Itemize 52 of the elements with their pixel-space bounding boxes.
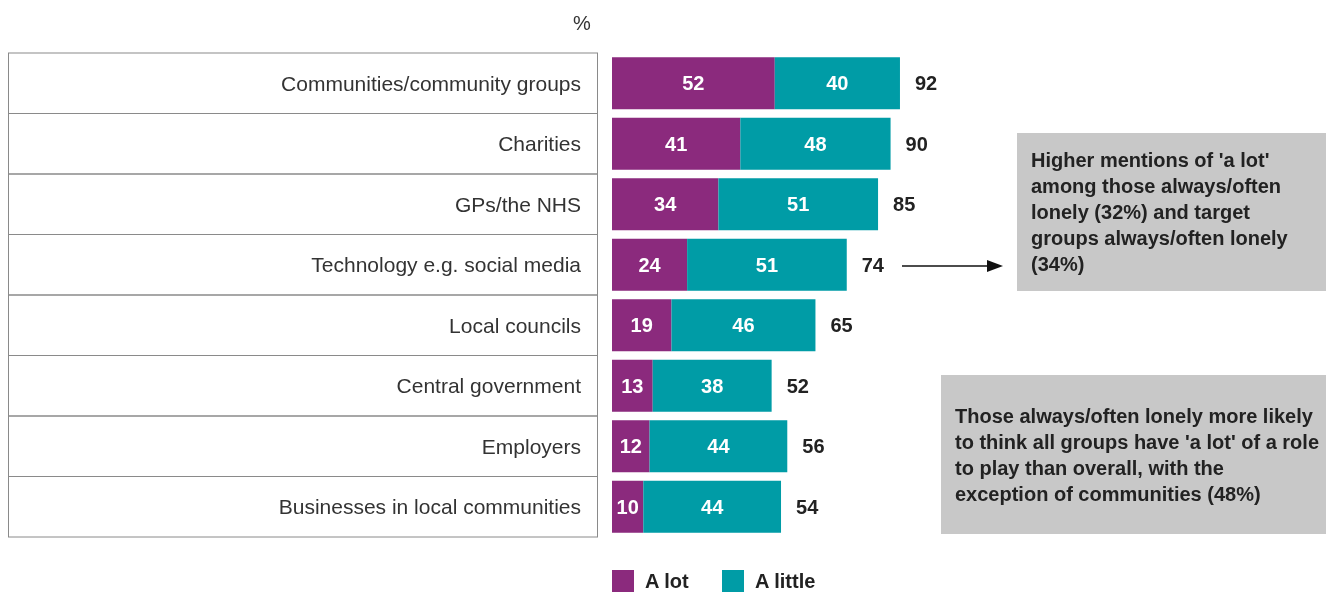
data-label: 24 <box>638 253 662 276</box>
legend-label: A little <box>755 570 816 592</box>
data-label: 51 <box>755 253 779 276</box>
bar <box>612 420 650 473</box>
data-label: 41 <box>665 132 688 155</box>
y-tick-label: Local councils <box>449 313 581 337</box>
bar <box>652 359 772 412</box>
y-tick-label: Businesses in local communities <box>278 495 581 519</box>
data-label: 13 <box>621 374 644 397</box>
y-tick-label: Technology e.g. social media <box>311 253 582 277</box>
bar <box>612 299 672 352</box>
data-label: 38 <box>701 374 724 397</box>
bar <box>649 420 788 473</box>
bar <box>643 480 782 533</box>
total-label: 65 <box>830 314 853 337</box>
y-tick-label: Employers <box>481 434 581 458</box>
y-tick-label: Communities/community groups <box>281 71 581 95</box>
data-label: 44 <box>707 435 731 458</box>
bar <box>612 178 719 231</box>
text: Those always/often lonely more likely to think all groups have 'a lot' of a role to play than overall, with the exception of communities (48%) <box>955 404 1320 505</box>
data-label: 52 <box>682 72 705 95</box>
total-label: 90 <box>905 132 928 155</box>
data-label: 40 <box>826 72 849 95</box>
data-label: 48 <box>804 132 827 155</box>
data-label: 44 <box>701 495 725 518</box>
text: Higher mentions of 'a lot' among those always/often lonely (32%) and target groups always/often lonely (34%) <box>1031 149 1289 275</box>
bar <box>671 299 816 352</box>
bar <box>612 359 653 412</box>
total-label: 74 <box>861 253 885 276</box>
x-axis-title: % <box>573 12 592 34</box>
legend-label: A lot <box>645 570 690 592</box>
total-label: 56 <box>802 435 825 458</box>
y-tick-label: Charities <box>498 132 581 156</box>
data-label: 19 <box>630 314 653 337</box>
data-label: 34 <box>654 193 678 216</box>
y-tick-label: Central government <box>396 374 582 398</box>
bar <box>612 238 688 291</box>
bar <box>718 178 879 231</box>
bar <box>612 57 775 110</box>
bar <box>612 117 741 170</box>
total-label: 92 <box>914 72 938 95</box>
bar <box>774 57 900 110</box>
data-label: 46 <box>732 314 755 337</box>
total-label: 52 <box>786 374 809 397</box>
y-tick-label: GPs/the NHS <box>454 192 581 216</box>
bar <box>740 117 891 170</box>
data-label: 51 <box>787 193 810 216</box>
data-label: 12 <box>619 435 642 458</box>
total-label: 85 <box>893 193 916 216</box>
bar <box>687 238 847 291</box>
total-label: 54 <box>796 495 820 518</box>
data-label: 10 <box>616 495 639 518</box>
